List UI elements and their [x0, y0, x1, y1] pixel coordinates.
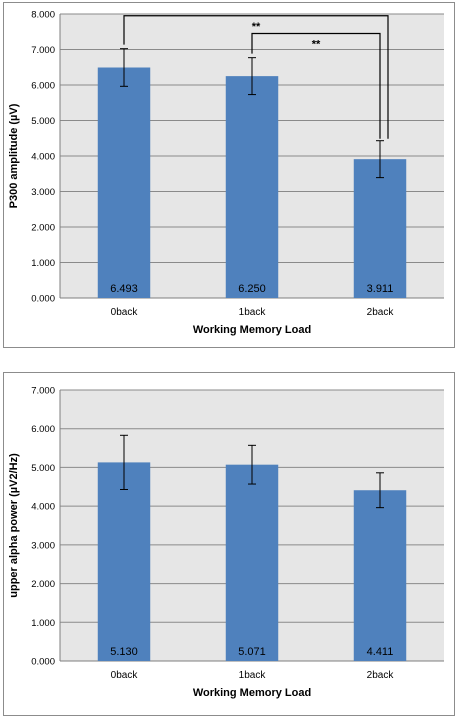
y-tick-label: 2.000	[31, 223, 55, 234]
data-label-0back: 5.130	[110, 646, 138, 658]
y-axis-title: upper alpha power (µV2/Hz)	[8, 453, 20, 598]
x-axis-title: Working Memory Load	[193, 687, 311, 699]
alpha-bar-chart: 0.000 1.000 2.000 3.000 4.000 5.000 6.000 7.000…	[8, 386, 444, 699]
y-tick-label: 2.000	[31, 579, 55, 590]
y-tick-label: 3.000	[31, 187, 55, 198]
y-axis-title: P300 amplitude (µV)	[8, 103, 20, 208]
y-tick-label: 0.000	[31, 294, 55, 305]
x-tick-label-1back: 1back	[239, 307, 267, 318]
y-tick-label: 7.000	[31, 386, 55, 397]
alpha-chart-panel: 0.000 1.000 2.000 3.000 4.000 5.000 6.000 7.000…	[3, 372, 455, 716]
x-tick-label-2back: 2back	[367, 670, 395, 681]
x-tick-label-0back: 0back	[111, 307, 139, 318]
x-tick-label-1back: 1back	[239, 670, 267, 681]
data-label-1back: 5.071	[238, 646, 266, 658]
y-tick-label: 5.000	[31, 116, 55, 127]
p300-bar-chart: 0.000 1.000 2.000 3.000 4.000 5.000 6.000 7.000…	[8, 10, 444, 336]
bar-0back	[97, 67, 151, 298]
significance-bracket	[251, 32, 381, 139]
p300-chart-panel: 0.000 1.000 2.000 3.000 4.000 5.000 6.000 7.000…	[3, 2, 455, 348]
data-label-2back: 3.911	[367, 283, 394, 295]
y-tick-label: 7.000	[31, 45, 55, 56]
data-label-0back: 6.493	[110, 283, 138, 295]
significance-bracket	[123, 15, 389, 139]
y-tick-label: 6.000	[31, 424, 55, 435]
x-axis-title: Working Memory Load	[193, 324, 311, 336]
y-tick-label: 1.000	[31, 618, 55, 629]
y-tick-label: 0.000	[31, 657, 55, 668]
data-label-2back: 4.411	[367, 646, 394, 658]
bar-2back	[353, 490, 407, 661]
y-tick-label: 8.000	[31, 10, 55, 21]
bar-1back	[225, 464, 279, 661]
significance-label: **	[312, 39, 321, 51]
bar-2back	[353, 159, 407, 298]
y-tick-label: 5.000	[31, 463, 55, 474]
bar-0back	[97, 462, 151, 661]
data-label-1back: 6.250	[238, 283, 266, 295]
y-tick-label: 4.000	[31, 502, 55, 513]
y-tick-label: 4.000	[31, 152, 55, 163]
y-tick-label: 3.000	[31, 540, 55, 551]
significance-label: **	[252, 21, 261, 33]
y-tick-label: 6.000	[31, 81, 55, 92]
x-tick-label-2back: 2back	[367, 307, 395, 318]
x-tick-label-0back: 0back	[111, 670, 139, 681]
bar-1back	[225, 76, 279, 298]
y-tick-label: 1.000	[31, 258, 55, 269]
